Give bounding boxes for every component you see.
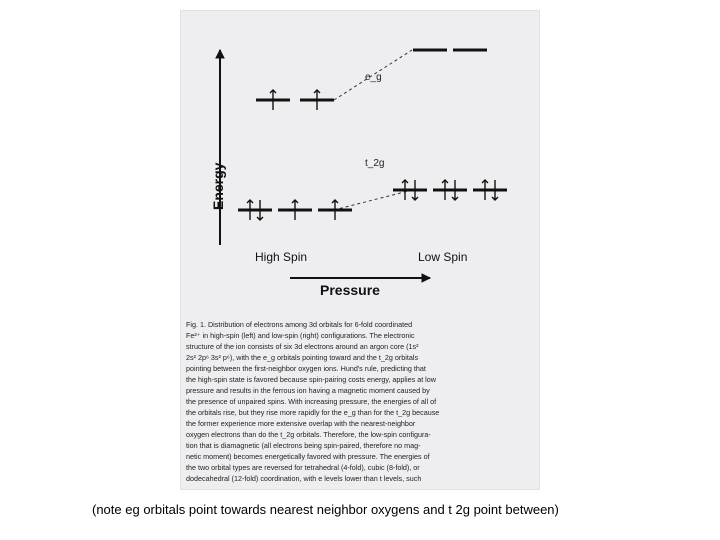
- page-root: Energy Pressure High Spin Low Spin e_g t…: [0, 0, 720, 540]
- caption-line: the high-spin state is favored because s…: [186, 375, 534, 384]
- label-low-spin: Low Spin: [418, 250, 467, 264]
- caption-line: the two orbital types are reversed for t…: [186, 463, 534, 472]
- figure-caption: Fig. 1. Distribution of electrons among …: [186, 320, 534, 486]
- caption-line: netic moment) becomes energetically favo…: [186, 452, 534, 461]
- caption-line: Fe²⁺ in high-spin (left) and low-spin (r…: [186, 331, 534, 340]
- caption-line: oxygen electrons than do the t_2g orbita…: [186, 430, 534, 439]
- label-t2g: t_2g: [365, 158, 384, 169]
- caption-line: the former experience more extensive ove…: [186, 419, 534, 428]
- diagram-svg: [200, 20, 520, 300]
- caption-line: that a magnetic moment is present for bo…: [186, 485, 534, 486]
- slide-footnote: (note eg orbitals point towards nearest …: [92, 502, 559, 517]
- energy-level-diagram: Energy Pressure High Spin Low Spin e_g t…: [200, 20, 520, 300]
- caption-line: structure of the ion consists of six 3d …: [186, 342, 534, 351]
- axis-label-pressure: Pressure: [320, 282, 380, 298]
- label-high-spin: High Spin: [255, 250, 307, 264]
- caption-line: 2s² 2p⁶ 3s² p⁶), with the e_g orbitals p…: [186, 353, 534, 362]
- caption-line: the presence of unpaired spins. With inc…: [186, 397, 534, 406]
- label-eg: e_g: [365, 72, 382, 83]
- caption-line: pressure and results in the ferrous ion …: [186, 386, 534, 395]
- caption-line: Fig. 1. Distribution of electrons among …: [186, 320, 534, 329]
- caption-line: dodecahedral (12-fold) coordination, wit…: [186, 474, 534, 483]
- axis-label-energy: Energy: [210, 163, 226, 210]
- caption-line: the orbitals rise, but they rise more ra…: [186, 408, 534, 417]
- caption-line: tion that is diamagnetic (all electrons …: [186, 441, 534, 450]
- caption-line: pointing between the first-neighbor oxyg…: [186, 364, 534, 373]
